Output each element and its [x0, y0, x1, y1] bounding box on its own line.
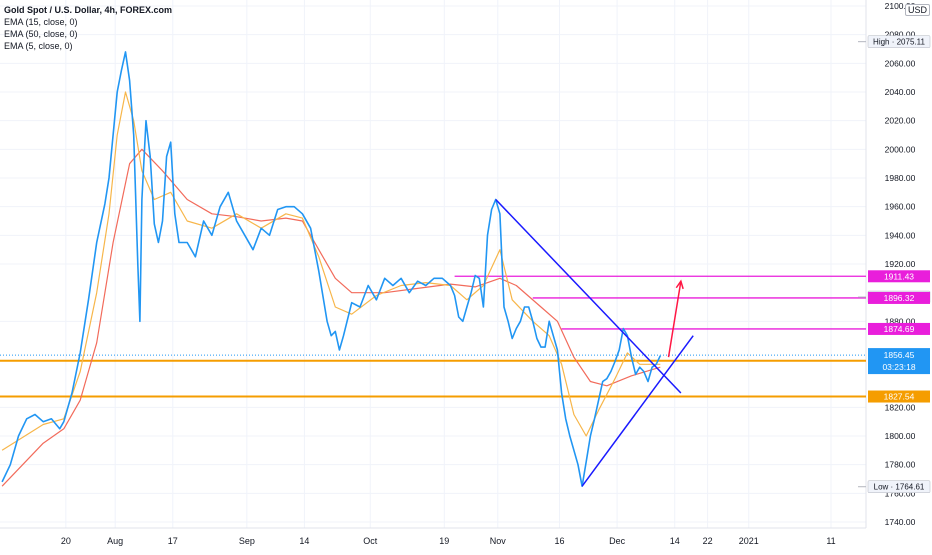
level-tag-label: 1911.43 — [884, 271, 914, 281]
x-tick-label: Aug — [107, 536, 123, 546]
level-tag-box — [868, 291, 930, 304]
arrow-head — [675, 279, 684, 290]
x-tick-label: 20 — [61, 536, 71, 546]
legend-ema-50: EMA (50, close, 0) — [4, 29, 78, 39]
y-tick-label: 2000.00 — [885, 144, 916, 154]
level-tag: 1896.32 — [868, 291, 930, 304]
last-price-countdown: 03:23:18 — [882, 362, 915, 372]
price-tag: High · 2075.11 — [858, 35, 931, 48]
last-price-value: 1856.45 — [884, 350, 915, 360]
trendlines — [495, 198, 694, 487]
price-tag: Low · 1764.61 — [858, 480, 931, 493]
series-line-2 — [1, 148, 661, 487]
y-tick-label: 2060.00 — [885, 58, 916, 68]
y-tick-label: 1880.00 — [885, 316, 916, 326]
legend-ema-15: EMA (15, close, 0) — [4, 17, 78, 27]
y-tick-label: 2020.00 — [885, 116, 916, 126]
legend-ema-5: EMA (5, close, 0) — [4, 41, 73, 51]
x-tick-label: 17 — [168, 536, 178, 546]
y-tick-label: 1920.00 — [885, 259, 916, 269]
x-tick-label: 19 — [439, 536, 449, 546]
x-tick-label: 14 — [670, 536, 680, 546]
level-tag-box — [868, 390, 930, 403]
level-tag-label: 1827.54 — [884, 392, 915, 402]
x-tick-label: 22 — [703, 536, 713, 546]
level-tag: 1827.54 — [868, 390, 930, 403]
y-tick-label: 1740.00 — [885, 517, 916, 527]
level-tag: 1911.43 — [868, 270, 930, 283]
series-line-1 — [1, 91, 661, 451]
arrow-shaft — [667, 281, 682, 358]
x-tick-label: Nov — [490, 536, 507, 546]
y-tick-label: 2100.00 — [885, 1, 916, 11]
level-tag-label: 1896.32 — [884, 293, 915, 303]
x-tick-label: 14 — [299, 536, 309, 546]
y-tick-label: 1820.00 — [885, 402, 916, 412]
level-tag-box — [868, 322, 930, 335]
trendline-1 — [581, 335, 694, 487]
price-tag-label: Low · 1764.61 — [874, 483, 925, 492]
series-line-0 — [1, 51, 662, 487]
currency-button[interactable]: USD — [904, 4, 930, 16]
legend-title: Gold Spot / U.S. Dollar, 4h, FOREX.com — [4, 5, 173, 15]
y-tick-label: 2040.00 — [885, 87, 916, 97]
x-tick-label: 11 — [826, 536, 835, 546]
last-price-box — [868, 348, 930, 375]
x-axis: 20 Aug 17 Sep 14 Oct 19 Nov 16 Dec 14 22 2021 11 — [61, 536, 836, 546]
trendline-0 — [495, 198, 682, 394]
series-group — [1, 51, 662, 487]
level-tag-label: 1874.69 — [884, 324, 915, 334]
y-tick-label: 1980.00 — [885, 173, 916, 183]
x-tick-label: Sep — [239, 536, 255, 546]
x-tick-label: 2021 — [739, 536, 759, 546]
chart-legend: Gold Spot / U.S. Dollar, 4h, FOREX.com E… — [4, 4, 172, 52]
price-tag-box — [867, 35, 931, 48]
y-tick-label: 1960.00 — [885, 202, 916, 212]
y-tick-label: 1760.00 — [885, 488, 916, 498]
level-tag-box — [868, 270, 930, 283]
y-tick-label: 1780.00 — [885, 460, 916, 470]
level-tag: 1874.69 — [868, 322, 930, 335]
price-tag-box — [867, 480, 931, 493]
y-axis: 2100.00 2080.00 2060.00 2040.00 2020.00 2000.… — [885, 1, 916, 527]
y-tick-label: 2080.00 — [885, 30, 916, 40]
x-tick-label: Oct — [363, 536, 378, 546]
x-tick-label: 16 — [554, 536, 564, 546]
x-tick-label: Dec — [609, 536, 626, 546]
y-tick-label: 1940.00 — [885, 230, 916, 240]
last-price-tag: 1856.45 03:23:18 — [868, 348, 930, 375]
y-tick-label: 1800.00 — [885, 431, 916, 441]
price-tag-label: High · 2075.11 — [873, 38, 925, 47]
horizontal-levels — [0, 275, 866, 398]
